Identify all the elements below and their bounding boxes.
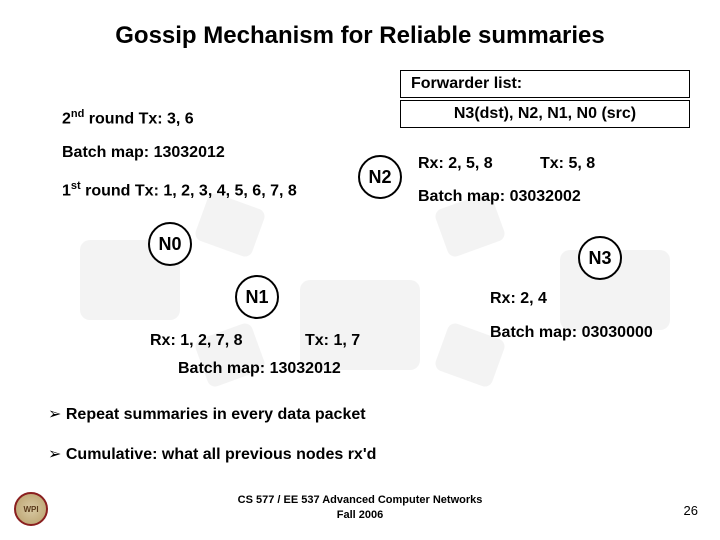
bullet-cumulative: Cumulative: what all previous nodes rx'd [48, 444, 376, 464]
n3-rx-label: Rx: 2, 4 [490, 290, 547, 308]
slide-title: Gossip Mechanism for Reliable summaries [0, 22, 720, 50]
round1-tx-label: 1st round Tx: 1, 2, 3, 4, 5, 6, 7, 8 [62, 180, 297, 200]
page-number: 26 [684, 503, 698, 518]
node-n3: N3 [578, 236, 622, 280]
n2-batchmap-label: Batch map: 03032002 [418, 188, 581, 206]
footer-line2: Fall 2006 [337, 509, 383, 521]
node-n0: N0 [148, 222, 192, 266]
forwarder-box: Forwarder list: [400, 70, 690, 98]
n2-rx-label: Rx: 2, 5, 8 [418, 155, 493, 173]
footer-line1: CS 577 / EE 537 Advanced Computer Networ… [238, 494, 483, 506]
n2-tx-label: Tx: 5, 8 [540, 155, 595, 173]
slide-footer: CS 577 / EE 537 Advanced Computer Networ… [0, 493, 720, 522]
node-n2: N2 [358, 155, 402, 199]
n3-batchmap-label: Batch map: 03030000 [490, 324, 653, 342]
n0-batchmap-label: Batch map: 13032012 [62, 144, 225, 162]
forwarder-list-text: N3(dst), N2, N1, N0 (src) [411, 105, 679, 123]
n1-batchmap-label: Batch map: 13032012 [178, 360, 341, 378]
n1-rx-label: Rx: 1, 2, 7, 8 [150, 332, 243, 350]
wpi-logo-icon: WPI [14, 492, 48, 526]
node-n1: N1 [235, 275, 279, 319]
forwarder-label: Forwarder list: [411, 75, 679, 93]
round2-tx-label: 2nd round Tx: 3, 6 [62, 108, 194, 128]
n1-tx-label: Tx: 1, 7 [305, 332, 360, 350]
forwarder-list-box: N3(dst), N2, N1, N0 (src) [400, 100, 690, 128]
bullet-repeat: Repeat summaries in every data packet [48, 404, 366, 424]
